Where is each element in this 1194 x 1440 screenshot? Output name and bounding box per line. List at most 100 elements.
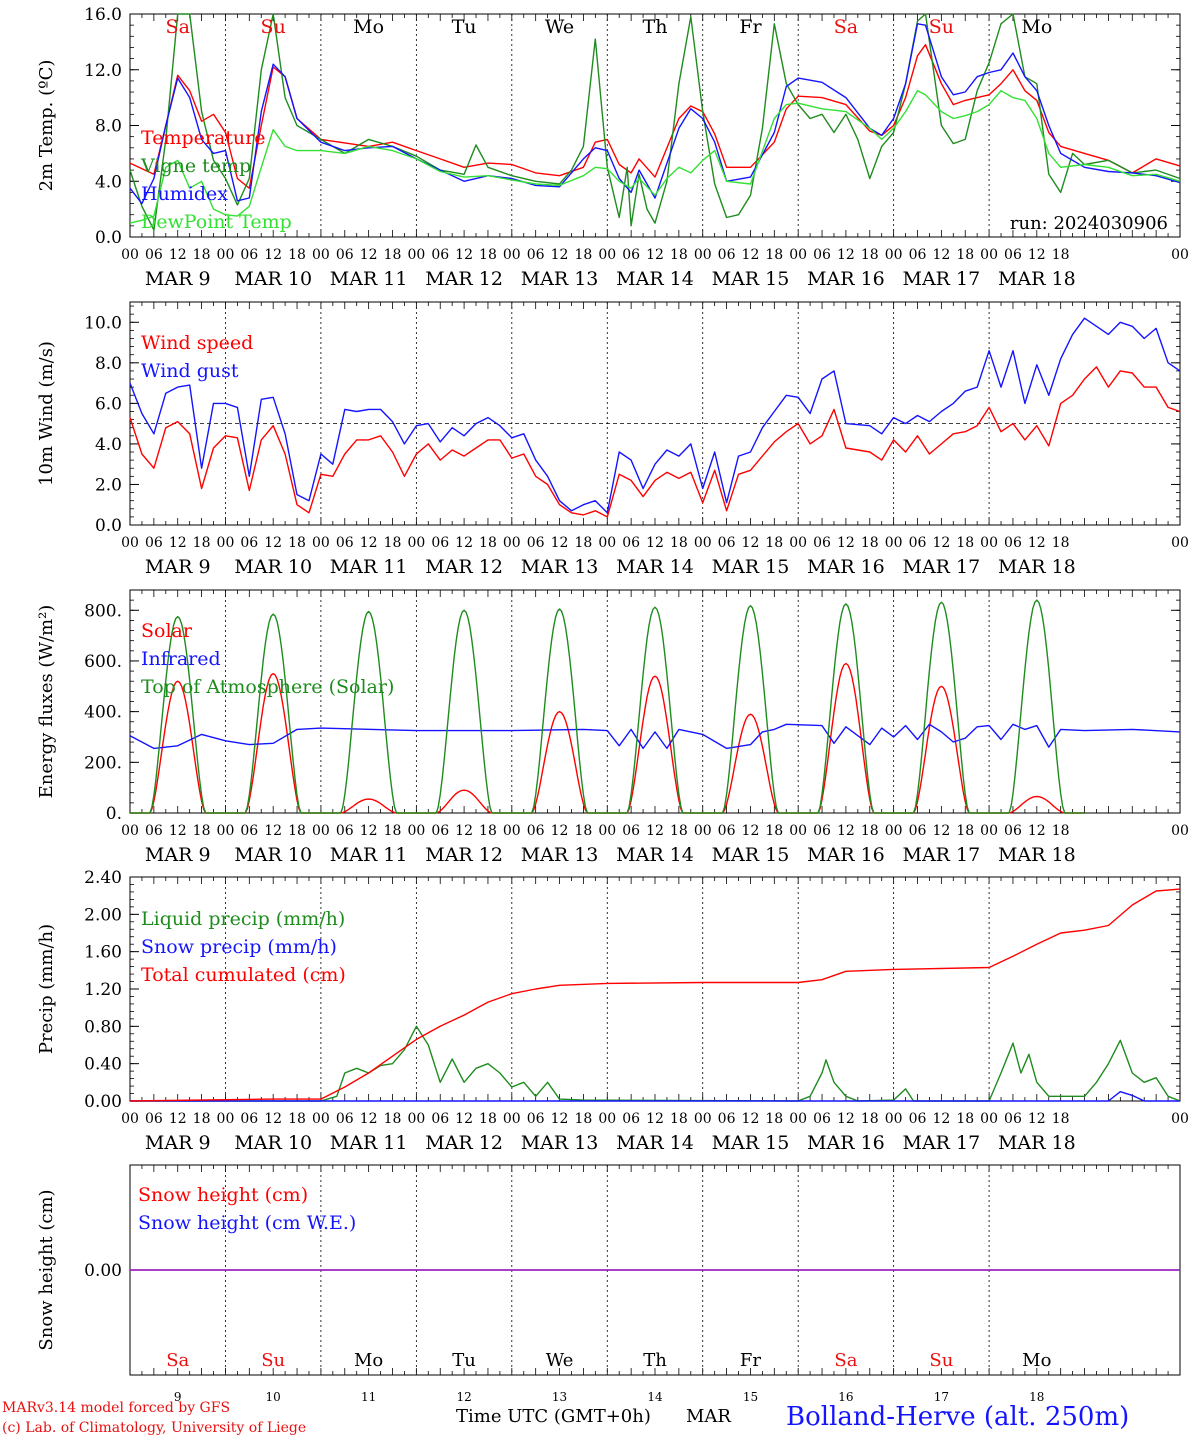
x-hour-label: 06 bbox=[431, 247, 449, 263]
day-abbr-label: Sa bbox=[166, 16, 190, 38]
x-hour-label: 18 bbox=[765, 535, 783, 551]
x-hour-label: 00 bbox=[1171, 1111, 1189, 1127]
x-hour-label: 06 bbox=[622, 247, 640, 263]
x-hour-label: 18 bbox=[956, 1111, 974, 1127]
legend-entry: Snow height (cm) bbox=[138, 1184, 308, 1206]
x-hour-label: 12 bbox=[455, 247, 473, 263]
legend-entry: Vigne temp bbox=[140, 155, 251, 177]
x-hour-label: 18 bbox=[288, 1111, 306, 1127]
x-date-label: MAR 17 bbox=[903, 556, 981, 578]
x-hour-label: 00 bbox=[885, 535, 903, 551]
y-tick-label: 0.00 bbox=[84, 1092, 122, 1112]
x-hour-label: 06 bbox=[527, 247, 545, 263]
x-date-label: MAR 16 bbox=[807, 556, 885, 578]
x-hour-label: 18 bbox=[193, 823, 211, 839]
x-hour-label: 18 bbox=[193, 1111, 211, 1127]
legend-entry: Top of Atmosphere (Solar) bbox=[141, 676, 394, 698]
x-hour-label: 00 bbox=[789, 247, 807, 263]
x-hour-label: 18 bbox=[956, 535, 974, 551]
x-hour-label: 06 bbox=[145, 247, 163, 263]
x-hour-label: 18 bbox=[574, 535, 592, 551]
x-hour-label: 00 bbox=[694, 823, 712, 839]
x-hour-label: 06 bbox=[240, 1111, 258, 1127]
x-hour-label: 18 bbox=[1052, 535, 1070, 551]
x-hour-label: 18 bbox=[861, 535, 879, 551]
x-hour-label: 06 bbox=[431, 823, 449, 839]
x-hour-label: 06 bbox=[336, 247, 354, 263]
x-axis-label: Time UTC (GMT+0h) bbox=[456, 1406, 651, 1427]
x-hour-label: 06 bbox=[527, 823, 545, 839]
x-hour-label: 00 bbox=[121, 247, 139, 263]
x-hour-label: 12 bbox=[551, 247, 569, 263]
y-tick-label: 10.0 bbox=[84, 313, 122, 333]
x-hour-label: 06 bbox=[813, 823, 831, 839]
y-tick-label: 2.00 bbox=[84, 905, 122, 925]
legend-entry: Solar bbox=[141, 620, 193, 642]
x-date-label: MAR 18 bbox=[998, 556, 1076, 578]
x-date-label: MAR 10 bbox=[234, 844, 312, 866]
x-hour-label: 00 bbox=[1171, 823, 1189, 839]
series-line-temperature bbox=[129, 44, 1181, 189]
x-date-label: MAR 9 bbox=[145, 556, 211, 578]
series-line-wind-gust bbox=[129, 317, 1181, 514]
x-hour-label: 06 bbox=[145, 535, 163, 551]
x-hour-label: 12 bbox=[360, 535, 378, 551]
panel-wind bbox=[129, 301, 1181, 526]
legend-entry: Humidex bbox=[141, 183, 228, 205]
y-tick-label: 0. bbox=[106, 804, 122, 824]
x-date-label: MAR 12 bbox=[425, 556, 503, 578]
x-hour-label: 18 bbox=[956, 247, 974, 263]
x-hour-label: 18 bbox=[384, 247, 402, 263]
x-hour-label: 12 bbox=[837, 823, 855, 839]
x-hour-label: 12 bbox=[360, 823, 378, 839]
x-hour-label: 12 bbox=[742, 823, 760, 839]
x-hour-label: 00 bbox=[980, 1111, 998, 1127]
y-tick-label: 16.0 bbox=[84, 5, 122, 25]
y-tick-label: 12.0 bbox=[84, 61, 122, 81]
x-hour-label: 06 bbox=[813, 1111, 831, 1127]
x-hour-label: 00 bbox=[121, 535, 139, 551]
x-hour-label: 12 bbox=[360, 247, 378, 263]
series-line-humidex bbox=[129, 23, 1181, 205]
x-date-label: MAR 15 bbox=[712, 556, 790, 578]
x-hour-label: 06 bbox=[1004, 535, 1022, 551]
plot-frame bbox=[129, 13, 1181, 238]
x-date-label: MAR 10 bbox=[234, 268, 312, 290]
x-day-number: 16 bbox=[838, 1390, 853, 1404]
x-date-label: MAR 13 bbox=[521, 268, 599, 290]
x-hour-label: 06 bbox=[336, 823, 354, 839]
series-line-liquid-precip-mm-h- bbox=[130, 1025, 1181, 1102]
x-hour-label: 00 bbox=[407, 247, 425, 263]
y-tick-label: 1.20 bbox=[84, 980, 122, 1000]
x-hour-label: 06 bbox=[431, 535, 449, 551]
x-date-label: MAR 13 bbox=[521, 844, 599, 866]
x-hour-label: 00 bbox=[980, 823, 998, 839]
x-hour-label: 18 bbox=[479, 535, 497, 551]
x-hour-label: 00 bbox=[407, 535, 425, 551]
x-hour-label: 12 bbox=[551, 535, 569, 551]
x-hour-label: 00 bbox=[598, 823, 616, 839]
panel-snow bbox=[129, 1164, 1181, 1376]
series-line-wind-speed bbox=[129, 366, 1181, 518]
plot-frame bbox=[129, 301, 1181, 526]
x-date-label: MAR 15 bbox=[712, 268, 790, 290]
x-hour-label: 12 bbox=[455, 535, 473, 551]
x-date-label: MAR 9 bbox=[145, 1132, 211, 1154]
x-hour-label: 00 bbox=[312, 823, 330, 839]
x-hour-label: 18 bbox=[574, 247, 592, 263]
legend-entry: Wind gust bbox=[141, 360, 239, 382]
day-abbr-label: Mo bbox=[353, 16, 384, 38]
x-hour-label: 12 bbox=[551, 1111, 569, 1127]
x-hour-label: 12 bbox=[742, 247, 760, 263]
x-hour-label: 06 bbox=[909, 823, 927, 839]
x-hour-label: 00 bbox=[407, 1111, 425, 1127]
x-hour-label: 00 bbox=[217, 247, 235, 263]
x-hour-label: 12 bbox=[264, 535, 282, 551]
x-hour-label: 12 bbox=[169, 535, 187, 551]
x-hour-label: 12 bbox=[646, 247, 664, 263]
x-hour-label: 00 bbox=[980, 535, 998, 551]
day-abbr-label: Mo bbox=[354, 1350, 383, 1371]
day-abbr-label: Sa bbox=[834, 1350, 857, 1371]
x-date-label: MAR 18 bbox=[998, 1132, 1076, 1154]
x-day-number: 15 bbox=[743, 1390, 758, 1404]
